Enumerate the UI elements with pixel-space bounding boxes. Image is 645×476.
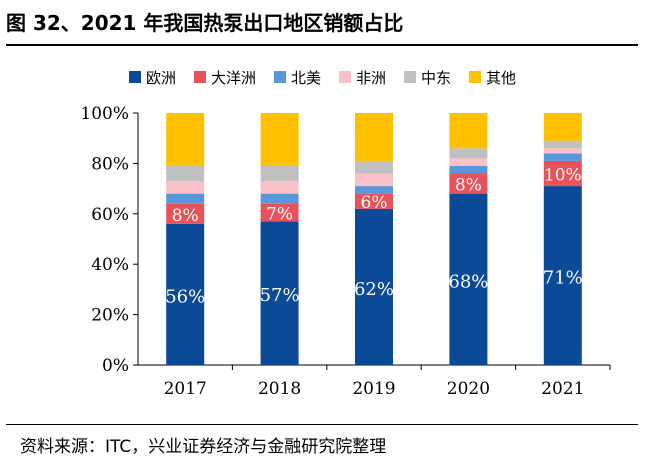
source-divider bbox=[6, 424, 638, 425]
bar-segment bbox=[166, 165, 205, 182]
bar-segment bbox=[543, 160, 582, 187]
bar-segment bbox=[355, 160, 393, 174]
data-label: 71% bbox=[543, 268, 583, 289]
bar-segment bbox=[166, 181, 205, 194]
legend-label: 北美 bbox=[290, 68, 321, 87]
source-note: 资料来源：ITC，兴业证券经济与金融研究院整理 bbox=[20, 437, 387, 457]
data-label: 68% bbox=[448, 271, 488, 292]
legend-label: 非洲 bbox=[356, 68, 387, 87]
data-label: 10% bbox=[544, 165, 582, 185]
data-label: 56% bbox=[165, 286, 205, 307]
bar-segment bbox=[355, 173, 393, 187]
bar-segment bbox=[260, 203, 299, 222]
bar-segment bbox=[355, 113, 393, 161]
bar-segment bbox=[449, 113, 488, 149]
bar-segment bbox=[449, 193, 488, 365]
data-label: 57% bbox=[260, 285, 300, 306]
x-tick-label: 2021 bbox=[541, 379, 584, 399]
legend-label: 欧洲 bbox=[145, 68, 176, 87]
chart-title: 图 32、2021 年我国热泵出口地区销额占比 bbox=[6, 11, 404, 35]
x-tick-label: 2019 bbox=[352, 379, 395, 399]
bar-segment bbox=[355, 208, 393, 365]
legend-item: 非洲 bbox=[339, 67, 386, 88]
x-tick-label: 2017 bbox=[164, 379, 207, 399]
legend-swatch bbox=[128, 71, 141, 83]
y-tick-label: 100% bbox=[80, 104, 129, 124]
legend-item: 大洋洲 bbox=[193, 67, 256, 88]
data-label: 62% bbox=[354, 279, 394, 300]
x-tick-label: 2018 bbox=[258, 379, 301, 399]
x-tick-label: 2020 bbox=[447, 379, 490, 399]
bar-segment bbox=[449, 173, 488, 194]
chart-legend: 欧洲 大洋洲 北美 非洲 中东 其他 bbox=[0, 66, 645, 88]
bar-segment bbox=[543, 153, 582, 161]
legend-item: 北美 bbox=[273, 67, 321, 88]
bar-segment bbox=[449, 158, 488, 166]
data-label: 8% bbox=[172, 206, 199, 226]
legend-swatch bbox=[469, 71, 482, 83]
bar-segment bbox=[260, 113, 299, 166]
y-tick-label: 40% bbox=[91, 255, 129, 275]
y-tick-label: 0% bbox=[102, 356, 129, 376]
bar-segment bbox=[543, 113, 582, 141]
legend-item: 中东 bbox=[404, 67, 451, 88]
bar-segment bbox=[260, 193, 299, 204]
bar-segment bbox=[260, 221, 299, 365]
y-tick-label: 80% bbox=[91, 154, 129, 174]
bar-segment bbox=[449, 165, 488, 174]
legend-label: 中东 bbox=[421, 68, 452, 87]
bar-segment bbox=[449, 148, 488, 159]
legend-item: 其他 bbox=[469, 67, 516, 88]
bar-segment bbox=[166, 113, 205, 166]
title-divider bbox=[6, 44, 638, 46]
legend-swatch bbox=[339, 71, 351, 83]
bar-segment bbox=[260, 165, 299, 182]
legend-label: 大洋洲 bbox=[210, 68, 256, 87]
legend-swatch bbox=[273, 71, 286, 83]
legend-swatch bbox=[193, 71, 206, 83]
data-label: 7% bbox=[266, 205, 293, 225]
bar-segment bbox=[543, 186, 582, 365]
legend-label: 其他 bbox=[486, 68, 517, 87]
bar-segment bbox=[543, 140, 582, 149]
data-label: 6% bbox=[361, 193, 388, 213]
y-tick-label: 20% bbox=[91, 306, 129, 326]
bar-segment bbox=[166, 203, 205, 224]
legend-swatch bbox=[404, 71, 417, 83]
bar-segment bbox=[260, 181, 299, 194]
bar-segment bbox=[543, 148, 582, 154]
data-label: 8% bbox=[455, 176, 482, 196]
bar-segment bbox=[166, 193, 205, 204]
bar-segment bbox=[355, 193, 393, 209]
bar-segment bbox=[166, 223, 205, 365]
y-tick-label: 60% bbox=[91, 205, 129, 225]
legend-item: 欧洲 bbox=[128, 67, 176, 88]
bar-segment bbox=[355, 186, 393, 194]
